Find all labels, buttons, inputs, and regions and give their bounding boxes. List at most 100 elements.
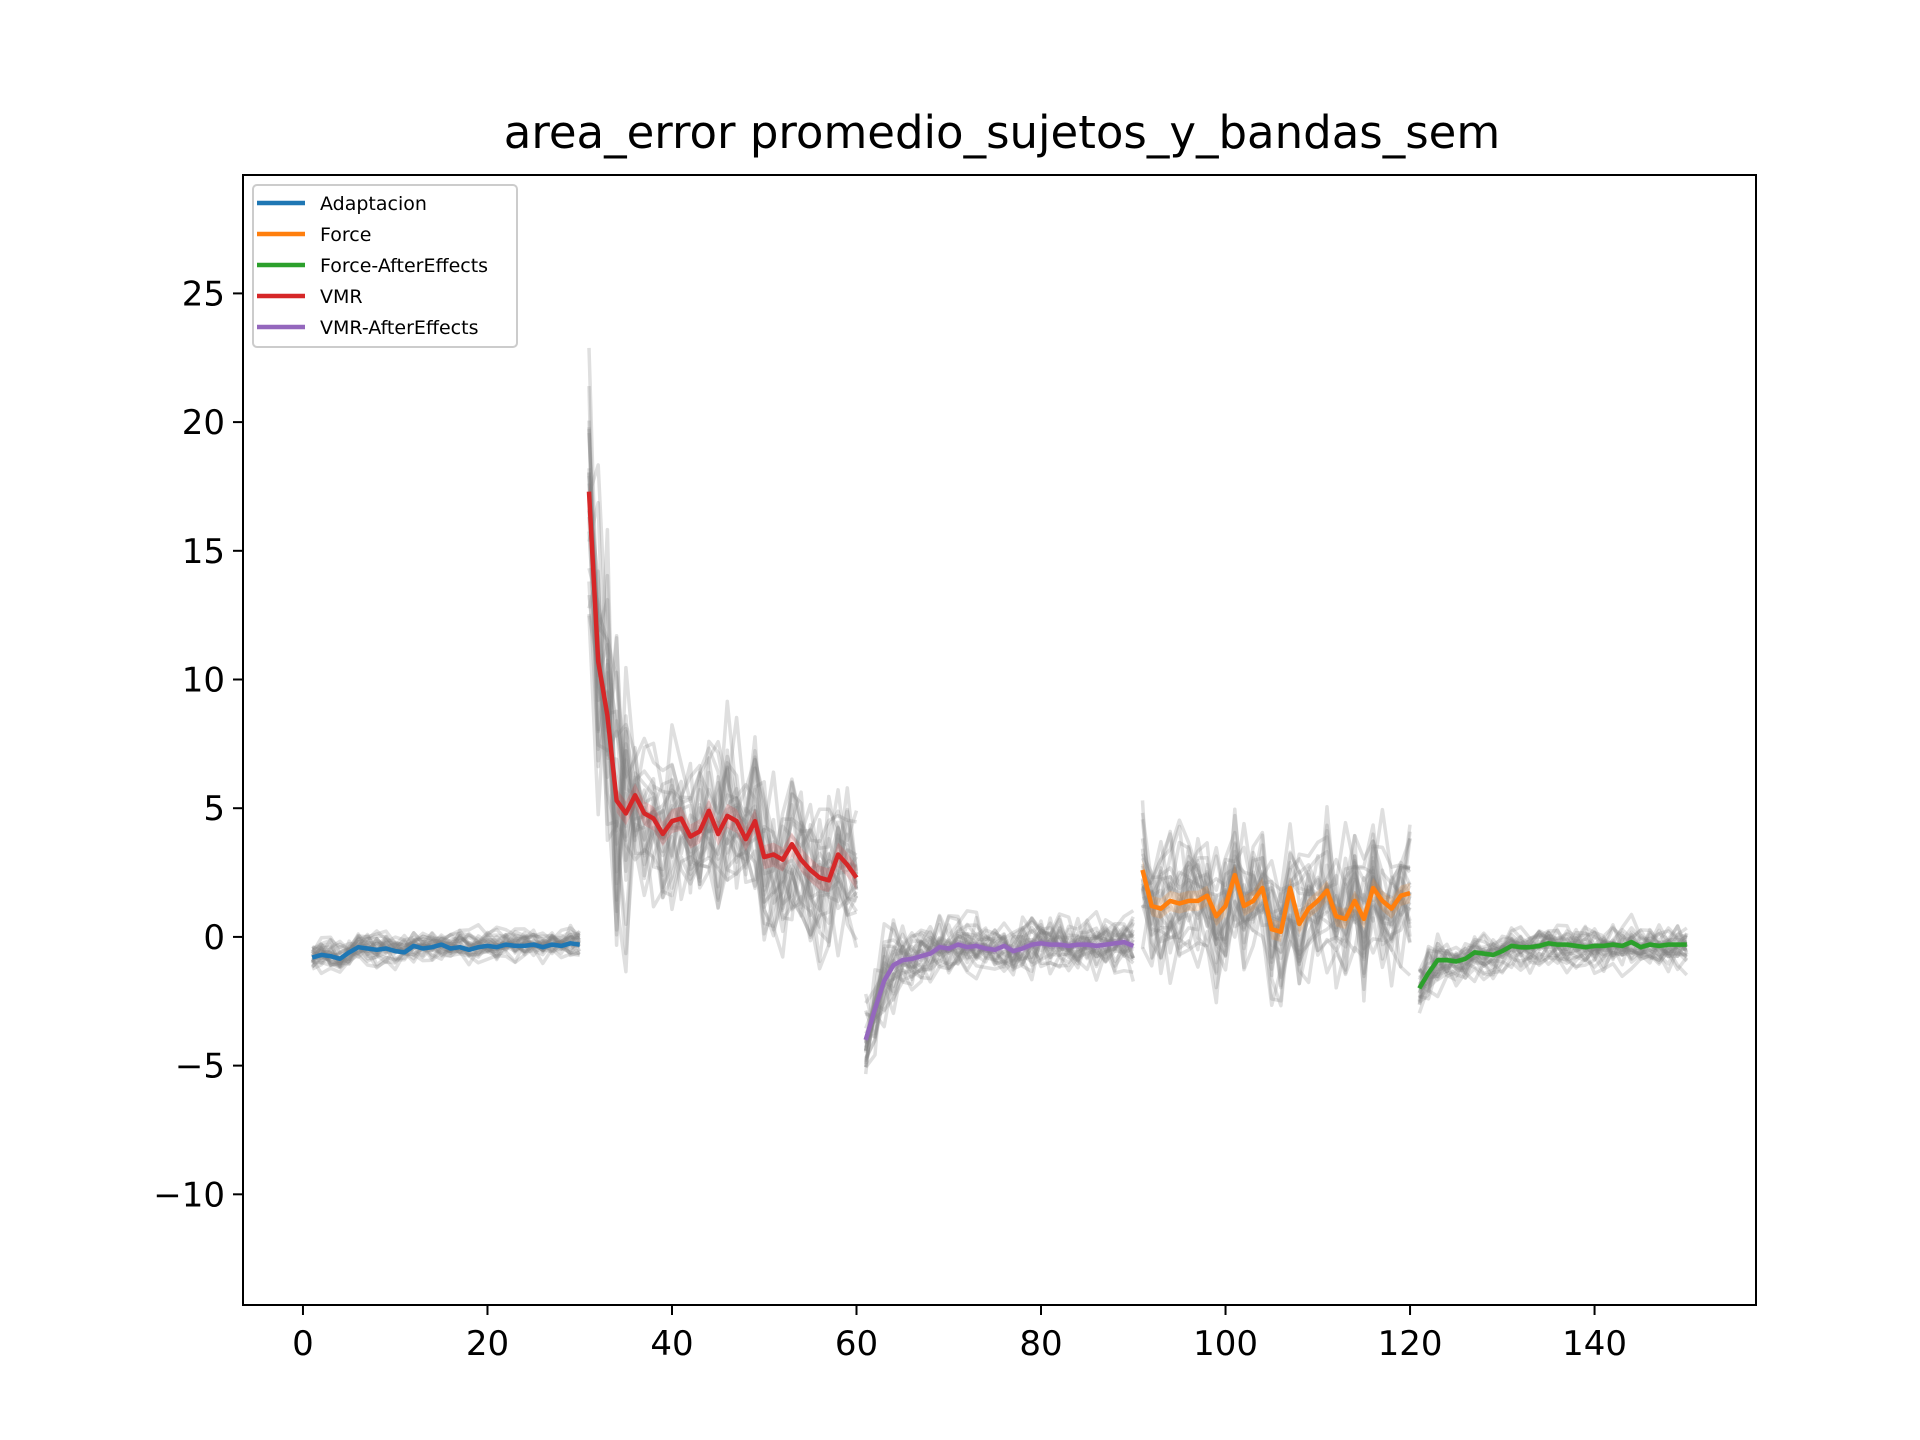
subject-trace bbox=[311, 931, 581, 964]
subject-trace bbox=[1140, 843, 1412, 1008]
subject-trace bbox=[587, 473, 859, 922]
subject-trace bbox=[587, 509, 859, 948]
y-tick-label: 20 bbox=[182, 403, 225, 443]
subject-trace bbox=[587, 471, 859, 936]
subject-trace bbox=[1141, 829, 1411, 955]
subject-trace bbox=[1418, 924, 1689, 979]
subject-trace bbox=[865, 926, 1135, 1039]
x-tick-label: 120 bbox=[1378, 1324, 1443, 1364]
subject-trace bbox=[863, 915, 1135, 1044]
subject-trace bbox=[1141, 830, 1412, 978]
subject-trace bbox=[311, 923, 582, 956]
subject-trace bbox=[587, 386, 859, 940]
subject-trace bbox=[587, 347, 858, 895]
subject-trace bbox=[864, 915, 1135, 1035]
subject-trace bbox=[587, 463, 859, 963]
subject-trace bbox=[1140, 865, 1412, 992]
x-tick-label: 20 bbox=[466, 1324, 509, 1364]
subject-trace bbox=[1418, 930, 1689, 1004]
subject-trace bbox=[863, 928, 1134, 1065]
subject-trace bbox=[863, 928, 1134, 1052]
subject-trace bbox=[587, 581, 858, 956]
subject-trace bbox=[1417, 932, 1689, 981]
legend: Adaptacion Force Force-AfterEffects VMR VMR-… bbox=[252, 184, 518, 348]
subject-trace bbox=[1417, 932, 1689, 1006]
subject-trace bbox=[1418, 933, 1689, 1001]
subject-trace bbox=[310, 923, 581, 955]
subject-trace bbox=[1141, 807, 1412, 923]
subject-trace bbox=[311, 925, 581, 957]
x-tick-label: 0 bbox=[292, 1324, 314, 1364]
y-tick-label: 0 bbox=[203, 918, 225, 958]
subject-trace bbox=[587, 427, 859, 971]
axes-frame bbox=[242, 174, 1757, 1306]
subject-trace bbox=[863, 926, 1135, 1052]
subject-trace bbox=[863, 929, 1134, 1063]
subject-trace bbox=[1140, 841, 1412, 958]
subject-trace bbox=[1418, 912, 1688, 975]
subject-trace bbox=[863, 913, 1135, 1053]
y-tick-label: 5 bbox=[203, 789, 225, 829]
subject-trace bbox=[863, 918, 1135, 1051]
subject-trace bbox=[1142, 842, 1411, 979]
subject-trace bbox=[310, 927, 581, 959]
legend-label: Force bbox=[320, 224, 371, 246]
subject-trace bbox=[1418, 923, 1688, 989]
subject-trace bbox=[1140, 856, 1412, 966]
subject-trace bbox=[1140, 807, 1412, 948]
subject-trace bbox=[1140, 869, 1412, 977]
sem-band bbox=[1142, 859, 1410, 942]
subject-trace bbox=[1140, 861, 1412, 988]
subject-trace bbox=[1417, 928, 1688, 1005]
plot-area bbox=[310, 347, 1689, 1075]
subject-trace bbox=[1140, 860, 1412, 967]
subject-trace bbox=[587, 615, 858, 958]
subject-trace bbox=[1418, 923, 1688, 981]
subject-trace bbox=[1417, 925, 1688, 989]
subject-trace bbox=[1417, 936, 1689, 998]
subject-trace bbox=[587, 500, 859, 908]
x-tick-label: 60 bbox=[835, 1324, 878, 1364]
subject-trace bbox=[864, 909, 1135, 1005]
legend-label: VMR-AfterEffects bbox=[320, 317, 478, 339]
axis-ticks: 0 20 40 60 80 100 120 140 −10 −5 0 5 10 15 20 25 bbox=[153, 274, 1627, 1364]
subject-trace bbox=[587, 613, 858, 932]
subject-trace bbox=[587, 594, 859, 898]
subject-trace bbox=[1418, 945, 1687, 992]
subject-trace bbox=[587, 492, 858, 913]
subject-trace bbox=[1417, 937, 1688, 1014]
subject-trace bbox=[587, 428, 857, 887]
subject-trace bbox=[1140, 863, 1412, 1008]
series-line bbox=[586, 491, 859, 883]
series-line bbox=[1140, 869, 1411, 935]
subject-trace bbox=[1140, 805, 1412, 929]
series-line bbox=[311, 941, 581, 962]
subject-trace bbox=[587, 531, 858, 885]
subject-trace bbox=[864, 935, 1135, 1042]
x-tick-label: 100 bbox=[1193, 1324, 1258, 1364]
subject-trace bbox=[1140, 819, 1412, 947]
subject-trace bbox=[864, 924, 1135, 1040]
subject-trace bbox=[864, 928, 1134, 1059]
y-tick-label: −5 bbox=[175, 1047, 225, 1087]
y-tick-label: −10 bbox=[153, 1175, 225, 1215]
subject-trace bbox=[1417, 948, 1689, 1000]
subject-trace bbox=[310, 931, 580, 968]
y-tick-label: 10 bbox=[182, 661, 225, 701]
subject-trace bbox=[1141, 833, 1412, 915]
series-line bbox=[1417, 939, 1687, 990]
subject-trace bbox=[1140, 848, 1412, 951]
subject-trace bbox=[1140, 840, 1412, 955]
legend-label: VMR bbox=[320, 286, 363, 308]
subject-trace bbox=[587, 468, 858, 959]
legend-label: Adaptacion bbox=[320, 193, 427, 215]
subject-trace bbox=[1417, 940, 1688, 1004]
subject-trace bbox=[863, 921, 1135, 1075]
subject-trace bbox=[310, 933, 581, 963]
subject-trace bbox=[863, 915, 1134, 1043]
subject-trace bbox=[310, 929, 581, 969]
sem-band bbox=[865, 937, 1134, 1044]
subject-trace bbox=[1418, 923, 1688, 979]
subject-trace bbox=[865, 921, 1135, 1018]
subject-trace bbox=[864, 915, 1135, 1045]
